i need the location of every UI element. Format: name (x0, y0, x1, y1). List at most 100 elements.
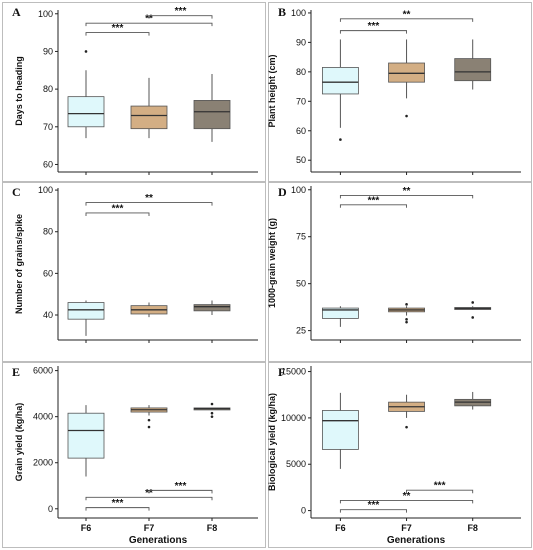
y-tick-label: 4000 (33, 412, 53, 422)
significance-bracket: ** (339, 9, 474, 22)
y-tick-label: 5000 (286, 459, 306, 469)
significance-bracket: ** (339, 491, 474, 504)
significance-label: ** (403, 491, 411, 502)
panel-frame (268, 2, 532, 182)
y-tick-label: 0 (301, 506, 306, 516)
bracket-line (339, 499, 474, 504)
box-f7 (388, 303, 425, 324)
significance-bracket: *** (406, 481, 474, 494)
significance-label: *** (368, 500, 380, 511)
box-f7 (130, 302, 168, 318)
x-tick-label: F6 (335, 523, 346, 533)
y-tick-label: 2000 (33, 458, 53, 468)
outlier-point (210, 415, 214, 418)
box-f6 (67, 300, 105, 336)
significance-label: *** (175, 6, 187, 17)
box-f6 (321, 39, 359, 141)
box-f6 (321, 392, 359, 469)
box-iqr (321, 307, 359, 319)
bracket-line (339, 30, 407, 34)
box-iqr (193, 304, 231, 312)
box-f8 (454, 391, 492, 410)
significance-bracket: *** (148, 481, 213, 494)
significance-label: *** (368, 21, 380, 32)
panel-letter: C (12, 185, 21, 199)
outlier-point (339, 138, 342, 141)
outlier-point (405, 425, 408, 429)
box-iqr (321, 410, 359, 450)
significance-bracket: ** (85, 14, 213, 27)
x-tick-label: F8 (467, 523, 478, 533)
significance-label: ** (403, 186, 411, 197)
bracket-line (148, 489, 213, 494)
outlier-point (147, 425, 151, 429)
bracket-line (85, 507, 150, 511)
panel-letter: B (278, 5, 286, 19)
y-axis-label: Days to heading (14, 56, 24, 126)
box-f8 (193, 402, 231, 418)
outlier-point (471, 301, 475, 304)
significance-label: *** (112, 498, 124, 509)
x-tick-label: F7 (401, 523, 412, 533)
bracket-line (85, 496, 213, 501)
box-f8 (454, 301, 492, 319)
y-axis-label: Plant height (cm) (267, 54, 277, 127)
y-tick-label: 80 (296, 67, 306, 77)
y-tick-label: 60 (43, 159, 53, 169)
y-tick-label: 80 (43, 227, 53, 237)
significance-bracket: *** (339, 195, 407, 208)
significance-bracket: *** (85, 23, 150, 36)
y-tick-label: 100 (291, 8, 306, 18)
outlier-point (471, 316, 475, 319)
outlier-point (405, 114, 408, 118)
box-f7 (388, 394, 425, 429)
x-tick-label: F8 (207, 523, 218, 533)
bracket-line (148, 15, 213, 19)
outlier-point (405, 303, 408, 306)
significance-bracket: *** (85, 498, 150, 511)
x-tick-label: F6 (81, 523, 92, 533)
box-f6 (67, 405, 105, 477)
outlier-point (405, 318, 408, 321)
box-f7 (130, 77, 168, 139)
y-tick-label: 90 (43, 46, 53, 56)
y-tick-label: 100 (291, 185, 306, 195)
panel-frame (268, 362, 532, 548)
y-tick-label: 60 (43, 268, 53, 278)
y-tick-label: 100 (38, 9, 53, 19)
outlier-point (147, 418, 151, 422)
significance-bracket: *** (339, 500, 407, 513)
bracket-line (339, 204, 407, 208)
panel-frame (2, 362, 266, 548)
box-iqr (67, 302, 105, 320)
x-axis-label: Generations (129, 535, 188, 546)
box-iqr (67, 96, 105, 128)
box-iqr (130, 105, 168, 130)
y-tick-label: 6000 (33, 366, 53, 376)
box-f8 (193, 300, 231, 316)
y-tick-label: 80 (43, 84, 53, 94)
y-tick-label: 15000 (281, 367, 306, 377)
panel-frame (2, 182, 266, 362)
significance-bracket: ** (85, 488, 213, 501)
outlier-point (405, 320, 408, 324)
y-tick-label: 25 (296, 326, 306, 336)
panel-frame (268, 182, 532, 362)
y-tick-label: 50 (296, 279, 306, 289)
bracket-line (406, 489, 474, 494)
y-tick-label: 70 (296, 96, 306, 106)
significance-label: *** (434, 481, 446, 492)
bracket-line (85, 32, 150, 36)
panel-e: 0 2000 4000 6000 F6 F7 F8 Grain yield (kg/ha) E *… (2, 362, 266, 548)
significance-label: *** (368, 195, 380, 206)
y-tick-label: 50 (296, 155, 306, 165)
bracket-line (339, 509, 407, 513)
bracket-line (85, 202, 213, 206)
box-f7 (130, 405, 168, 429)
y-axis-label: Grain yield (kg/ha) (14, 403, 24, 482)
significance-label: ** (145, 14, 153, 25)
box-iqr (388, 62, 425, 83)
